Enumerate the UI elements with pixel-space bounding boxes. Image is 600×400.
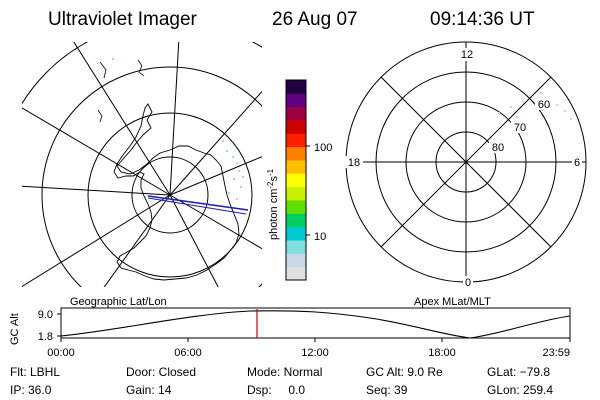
colorbar-cell [286,240,306,254]
info-glat: GLat: −79.8 [487,365,551,379]
mlat-label-80: 80 [492,142,504,154]
mlt-label-18: 18 [348,157,360,169]
x-tick-0600: 06:00 [174,347,202,359]
colorbar-tick-100: 100 [314,142,332,154]
colorbar-cell [286,146,306,161]
colorbar-cell [286,133,306,148]
geographic-map [22,42,262,287]
colorbar-cell [286,106,306,121]
y-tick-9: 9.0 [38,309,53,321]
colorbar-cell [286,186,306,201]
x-tick-0000: 00:00 [47,347,75,359]
x-tick-2359: 23:59 [542,347,570,359]
orbit-ylabel: GC Alt [9,313,21,345]
colorbar-cell [286,213,306,228]
mlt-label-12: 12 [461,49,473,61]
colorbar-cell [286,266,306,281]
x-tick-1800: 18:00 [428,347,456,359]
info-gain: Gain: 14 [126,383,172,397]
emission-speckles-left [112,58,244,200]
info-filter: Flt: LBHL [10,365,61,379]
mlt-label-0: 0 [465,277,471,289]
colorbar-cell [286,160,306,174]
observation-time: 09:14:36 UT [430,9,535,30]
info-gc-alt: GC Alt: 9.0 Re [366,365,443,379]
colorbar-cell [286,120,306,134]
mlat-label-60: 60 [538,99,550,111]
altitude-curve [60,310,571,339]
info-seq: Seq: 39 [366,383,408,397]
info-mode: Mode: Normal [247,365,323,379]
mlat-label-70: 70 [514,122,526,134]
colorbar: 100 10 photon cm-2s-1 [266,79,332,281]
colorbar-cell [286,93,306,108]
instrument-title: Ultraviolet Imager [48,9,197,30]
coastline [113,103,240,281]
info-dsp: Dsp: 0.0 [247,383,306,397]
colorbar-tick-10: 10 [314,231,326,243]
info-ip: IP: 36.0 [10,383,52,397]
ground-track [147,195,249,211]
mlt-label-6: 6 [574,157,580,169]
info-door: Door: Closed [126,365,197,379]
observation-date: 26 Aug 07 [272,9,358,30]
magnetic-polar-grid [345,41,587,283]
geographic-caption: Geographic Lat/Lon [70,296,167,308]
x-tick-1200: 12:00 [301,347,329,359]
colorbar-cell [286,226,306,241]
colorbar-cell [286,253,306,268]
y-tick-1-8: 1.8 [38,331,53,343]
colorbar-unit-label: photon cm-2s-1 [266,168,280,240]
magnetic-caption: Apex MLat/MLT [414,296,491,308]
colorbar-cell [286,173,306,188]
colorbar-cell [286,80,306,94]
info-glon: GLon: 259.4 [487,383,554,397]
orbit-altitude-plot: 9.0 1.8 GC Alt 00:00 06:00 12:00 18:00 2… [9,307,571,359]
colorbar-cell [286,200,306,214]
